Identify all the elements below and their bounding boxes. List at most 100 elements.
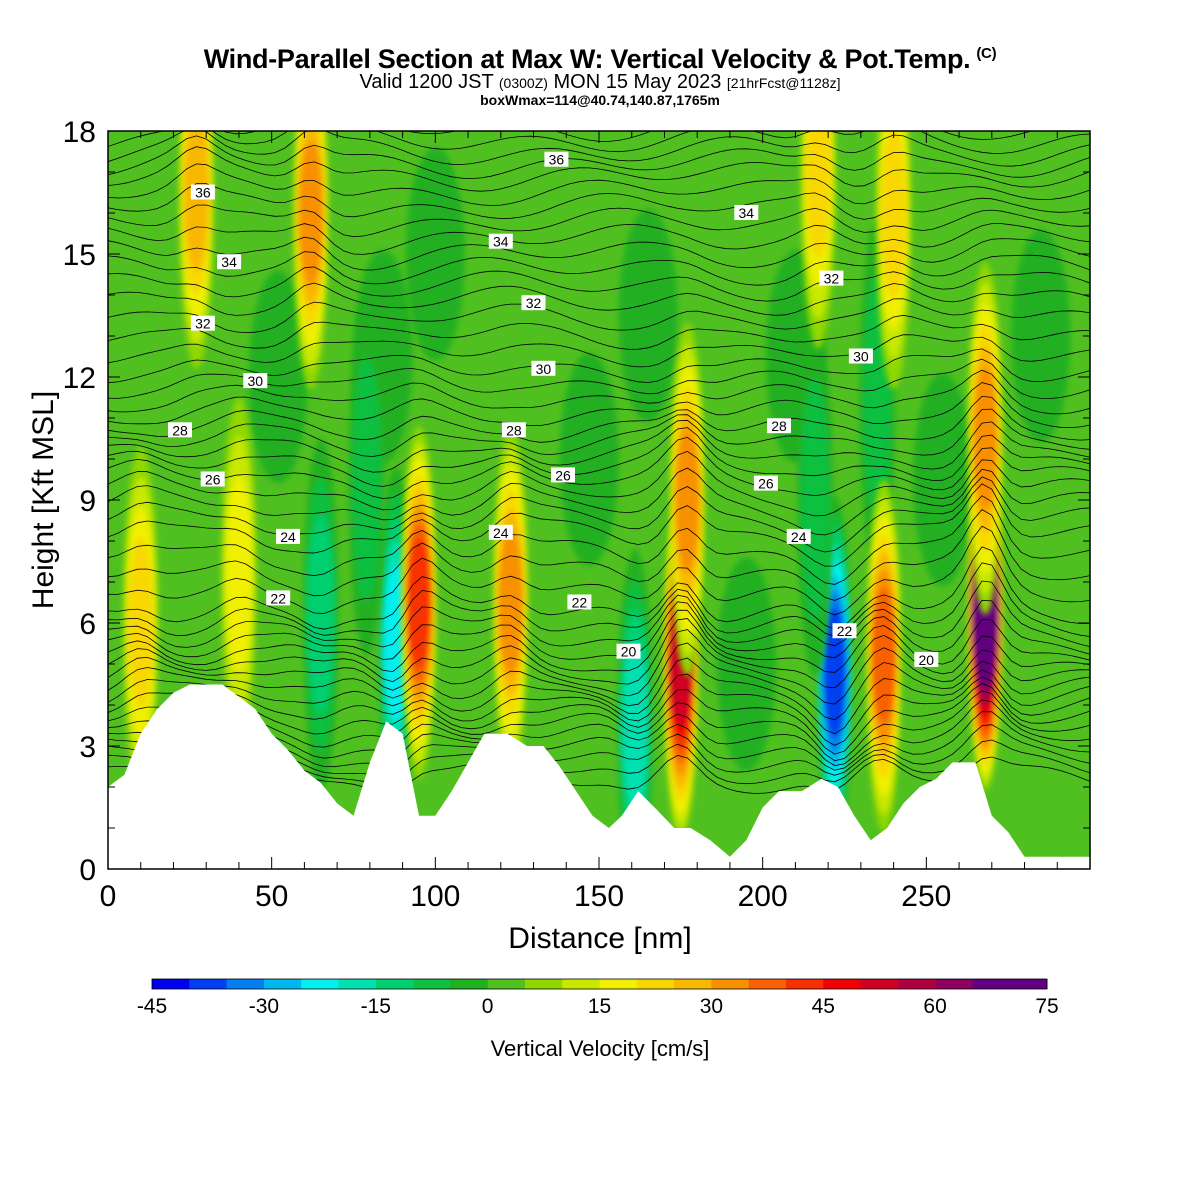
contour-label-box bbox=[832, 623, 857, 639]
colorbar-tick-label: 15 bbox=[588, 995, 611, 1018]
contour-label-text: 24 bbox=[493, 525, 509, 541]
colorbar-swatch bbox=[413, 979, 451, 989]
colorbar-swatch bbox=[524, 979, 563, 989]
theta-contours bbox=[108, 131, 1090, 794]
updraft-core-level bbox=[183, 131, 209, 271]
contour-label-box bbox=[488, 524, 513, 540]
colorbar-tick-label: -30 bbox=[249, 995, 279, 1018]
theta-contour bbox=[108, 236, 1090, 271]
contour-label: 22 bbox=[266, 590, 291, 606]
downdraft-core-level bbox=[307, 515, 335, 714]
contour-label: 36 bbox=[544, 151, 569, 168]
theta-contour bbox=[108, 657, 1090, 735]
x-tick-label: 50 bbox=[255, 880, 288, 913]
chart-title-text: Wind-Parallel Section at Max W: Vertical… bbox=[203, 44, 971, 74]
contour-label: 32 bbox=[521, 295, 546, 311]
theta-contour bbox=[108, 562, 1090, 637]
theta-contour bbox=[108, 298, 1090, 334]
contour-label-box bbox=[753, 475, 778, 491]
x-tick-label: 150 bbox=[574, 880, 624, 913]
theta-contour bbox=[108, 266, 1090, 302]
theta-contour bbox=[108, 683, 1090, 755]
contour-label-box bbox=[786, 528, 811, 544]
forecast-info: [21hrFcst@1128z] bbox=[726, 75, 841, 91]
theta-contour bbox=[108, 369, 1090, 415]
downdraft-core bbox=[303, 438, 339, 792]
theta-contour bbox=[108, 223, 1090, 255]
x-tick-label: 200 bbox=[738, 880, 788, 913]
updraft-core bbox=[401, 426, 437, 779]
contour-label-text: 20 bbox=[621, 644, 637, 660]
theta-contour bbox=[108, 436, 1090, 499]
weak-downdraft-zone bbox=[618, 208, 678, 423]
colorbar-swatch bbox=[935, 979, 973, 989]
theta-contour bbox=[108, 419, 1090, 473]
contour-label-box bbox=[501, 422, 526, 438]
velocity-field bbox=[123, 131, 1071, 869]
contour-label-text: 34 bbox=[739, 205, 755, 221]
updraft-core-level bbox=[225, 474, 253, 673]
colorbar-swatch bbox=[189, 979, 228, 989]
colorbar-swatch bbox=[226, 979, 265, 989]
x-tick-label: 0 bbox=[100, 880, 117, 913]
contour-label-text: 32 bbox=[526, 295, 542, 311]
contour-label-box bbox=[531, 360, 556, 376]
colorbar-swatch bbox=[748, 979, 787, 989]
colorbar-swatch bbox=[972, 979, 1011, 989]
contour-label-text: 34 bbox=[493, 234, 509, 250]
theta-contour bbox=[108, 334, 1090, 368]
valid-utc: (0300Z) bbox=[498, 75, 548, 91]
theta-contour bbox=[108, 467, 1090, 536]
colorbar-swatch bbox=[263, 979, 302, 989]
colorbar-title: Vertical Velocity [cm/s] bbox=[490, 1036, 710, 1061]
contour-label-box bbox=[488, 233, 513, 249]
weak-downdraft-zone bbox=[1011, 229, 1071, 443]
contour-label-text: 30 bbox=[248, 373, 264, 389]
contour-label-box bbox=[551, 467, 575, 483]
contour-label-text: 22 bbox=[837, 623, 853, 639]
contour-label-text: 20 bbox=[919, 652, 935, 668]
colorbar-swatch bbox=[375, 979, 414, 989]
theta-contour bbox=[108, 135, 1090, 180]
updraft-core-level bbox=[675, 427, 700, 573]
colorbar-swatch bbox=[599, 979, 638, 989]
contour-label: 20 bbox=[914, 651, 939, 668]
contour-label-box bbox=[243, 373, 268, 389]
updraft-core-level bbox=[407, 537, 431, 668]
contour-label: 26 bbox=[200, 471, 225, 488]
y-tick-label: 0 bbox=[79, 854, 96, 887]
colorbar: -45 -30 -15 0 15 30 45 60 75 bbox=[137, 978, 1059, 1018]
weak-downdraft-zone bbox=[248, 270, 308, 484]
y-tick-label: 9 bbox=[79, 485, 96, 518]
colorbar-tick-label: 30 bbox=[700, 995, 723, 1018]
contour-label: 32 bbox=[190, 315, 215, 332]
contour-label: 26 bbox=[753, 475, 778, 492]
theta-contour bbox=[108, 382, 1090, 429]
theta-contour bbox=[108, 642, 1090, 721]
contour-label: 26 bbox=[551, 467, 575, 483]
colorbar-swatch bbox=[785, 979, 824, 989]
theta-contour bbox=[108, 131, 1090, 167]
contour-label-box bbox=[266, 590, 291, 606]
colorbar-swatch bbox=[152, 979, 190, 989]
colorbar-tick-label: -15 bbox=[361, 995, 391, 1018]
contour-label: 30 bbox=[531, 360, 556, 377]
colorbar-tick-label: -45 bbox=[137, 995, 167, 1018]
weak-downdraft-zone bbox=[716, 557, 776, 771]
y-tick-label: 3 bbox=[79, 731, 96, 764]
contour-label-text: 34 bbox=[221, 254, 237, 270]
contour-label: 24 bbox=[276, 528, 300, 545]
contour-label: 34 bbox=[734, 205, 759, 221]
chart-subtitle: Valid 1200 JST (0300Z) MON 15 May 2023 [… bbox=[0, 71, 1200, 94]
theta-contour bbox=[108, 183, 1090, 220]
theta-contour bbox=[108, 629, 1090, 705]
updraft-core-level bbox=[871, 587, 896, 724]
weak-downdraft-zone bbox=[405, 147, 465, 361]
contour-label-box bbox=[734, 205, 759, 220]
theta-contour bbox=[108, 358, 1090, 399]
contour-label-text: 24 bbox=[280, 529, 296, 545]
colorbar-swatch bbox=[823, 979, 862, 989]
contour-label-box bbox=[276, 528, 300, 544]
